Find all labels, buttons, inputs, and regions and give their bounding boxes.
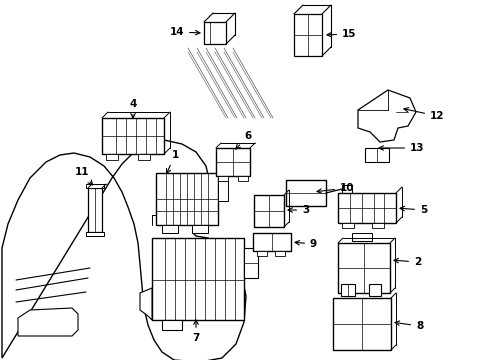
Bar <box>218 181 227 201</box>
Text: 9: 9 <box>294 239 317 249</box>
Bar <box>192 225 207 233</box>
Bar <box>86 232 104 236</box>
Bar <box>156 173 218 225</box>
Bar <box>351 233 371 241</box>
Bar <box>244 248 258 278</box>
Bar <box>337 193 395 223</box>
Text: 3: 3 <box>287 205 308 215</box>
Bar <box>102 118 163 154</box>
Polygon shape <box>140 288 152 320</box>
Text: 15: 15 <box>326 29 356 39</box>
Text: 10: 10 <box>316 183 354 193</box>
Bar <box>274 251 285 256</box>
Bar <box>218 176 227 181</box>
Text: 1: 1 <box>166 150 178 173</box>
Bar <box>86 184 104 188</box>
Bar <box>257 251 266 256</box>
Bar <box>216 148 249 176</box>
Text: 7: 7 <box>192 320 199 343</box>
Bar <box>371 223 383 228</box>
Bar <box>203 22 225 44</box>
Bar <box>238 176 247 181</box>
Bar <box>341 223 353 228</box>
Bar <box>152 238 244 320</box>
Bar <box>341 185 351 193</box>
Text: 5: 5 <box>399 205 427 215</box>
Bar <box>364 148 388 162</box>
Text: 14: 14 <box>169 27 200 37</box>
Bar <box>337 243 389 293</box>
Bar <box>162 320 182 330</box>
Polygon shape <box>357 90 415 142</box>
Bar <box>253 195 284 227</box>
Bar <box>332 298 390 350</box>
Polygon shape <box>2 140 245 360</box>
Text: 4: 4 <box>129 99 137 118</box>
Text: 2: 2 <box>393 257 420 267</box>
Bar <box>368 284 380 296</box>
Polygon shape <box>18 308 78 336</box>
Text: 11: 11 <box>75 167 92 185</box>
Bar <box>285 180 325 206</box>
Bar <box>252 233 290 251</box>
Bar <box>162 225 178 233</box>
Text: 8: 8 <box>394 321 423 331</box>
Bar <box>340 284 354 296</box>
Text: 6: 6 <box>235 131 251 149</box>
Bar <box>293 14 321 56</box>
Text: 13: 13 <box>378 143 424 153</box>
Text: 12: 12 <box>403 108 444 121</box>
Bar <box>88 188 102 232</box>
Bar <box>138 154 150 160</box>
Bar <box>106 154 118 160</box>
